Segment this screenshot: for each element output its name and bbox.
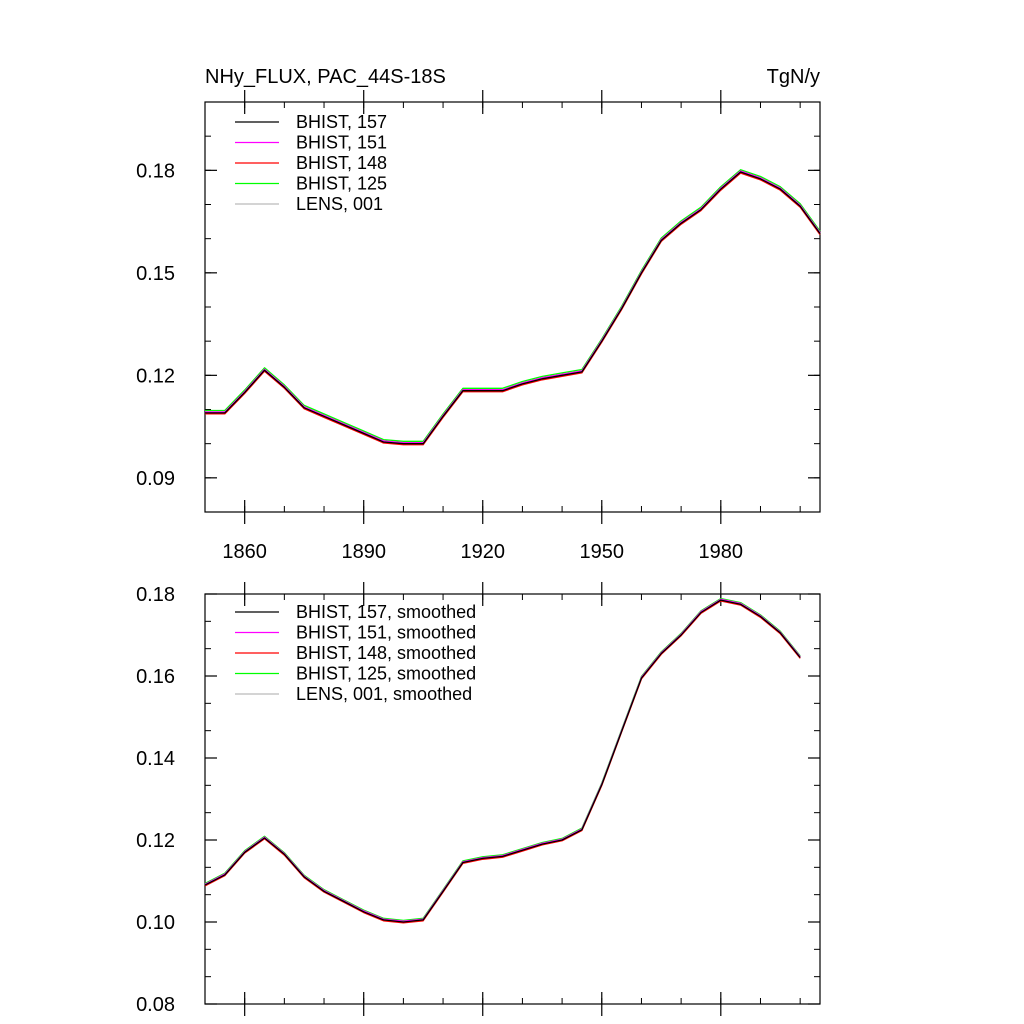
y-tick-label: 0.12 [136, 365, 175, 387]
series-line-2 [205, 172, 821, 446]
legend-label: BHIST, 125 [296, 174, 387, 194]
y-tick-label: 0.18 [136, 160, 175, 182]
series-line-2 [204, 600, 801, 924]
y-tick-label: 0.12 [136, 830, 175, 852]
series-line-0 [204, 599, 801, 923]
y-tick-label: 0.10 [136, 912, 175, 934]
legend-label: LENS, 001, smoothed [296, 684, 472, 704]
x-tick-label: 1860 [222, 541, 267, 563]
series-line-1 [204, 598, 801, 922]
top-panel: 0.09 0.12 0.15 0.18 1860 1890 1920 1950 1980 NHy_… [136, 66, 821, 563]
legend-label: BHIST, 148, smoothed [296, 643, 476, 663]
y-tick-label: 0.15 [136, 263, 175, 285]
legend-label: BHIST, 151 [296, 133, 387, 153]
series-line-0 [205, 171, 821, 445]
x-tick-label: 1950 [580, 541, 625, 563]
x-tick-label: 1920 [460, 541, 505, 563]
bottom-panel: 0.08 0.10 0.12 0.14 0.16 0.18 BHIST, 157, smoo… [136, 582, 821, 1016]
legend-label: BHIST, 151, smoothed [296, 623, 476, 643]
y-tick-label: 0.14 [136, 748, 175, 770]
series-line-3 [205, 169, 821, 442]
legend-label: BHIST, 157, smoothed [296, 602, 476, 622]
series-line-4 [204, 599, 801, 923]
series-line-3 [204, 597, 801, 922]
y-tick-label: 0.16 [136, 666, 175, 688]
plot-frame [204, 593, 821, 1005]
legend-label: LENS, 001 [296, 194, 383, 214]
legend-label: BHIST, 148 [296, 153, 387, 173]
y-tick-label: 0.18 [136, 584, 175, 606]
y-tick-label: 0.09 [136, 468, 175, 490]
y-tick-label: 0.08 [136, 994, 175, 1016]
legend-label: BHIST, 157 [296, 112, 387, 132]
x-tick-label: 1980 [699, 541, 744, 563]
chart-units: TgN/y [767, 66, 820, 88]
x-tick-label: 1890 [341, 541, 386, 563]
legend-label: BHIST, 125, smoothed [296, 664, 476, 684]
chart-title: NHy_FLUX, PAC_44S-18S [205, 66, 446, 88]
series-line-1 [205, 170, 821, 444]
